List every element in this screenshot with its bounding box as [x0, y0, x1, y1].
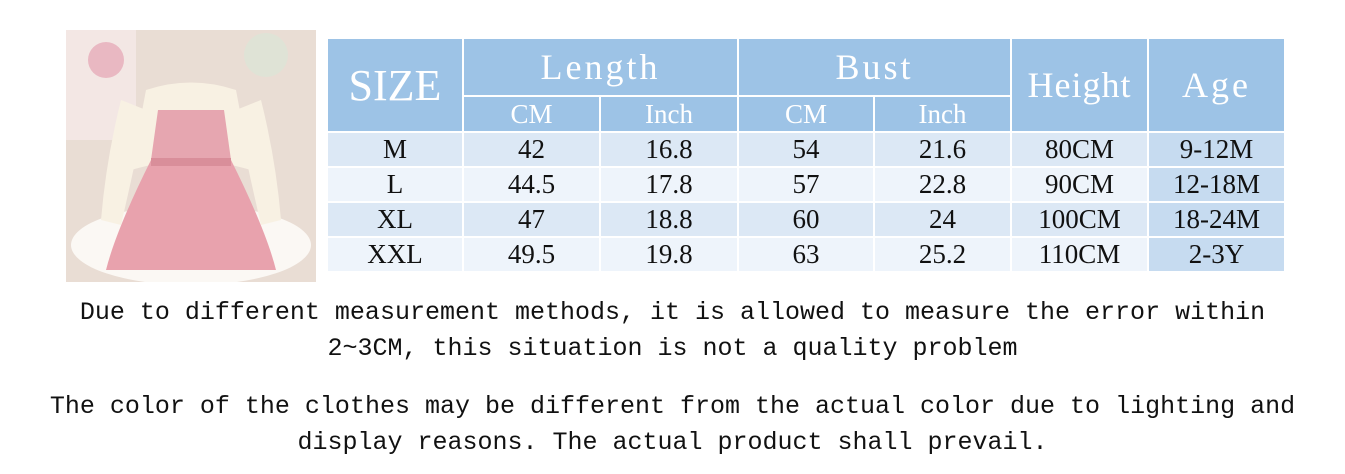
table-cell: 17.8 [599, 166, 739, 203]
table-cell: 57 [737, 166, 875, 203]
table-cell: 22.8 [873, 166, 1012, 203]
table-cell: 12-18M [1147, 166, 1286, 203]
table-cell: 42 [462, 131, 601, 168]
table-cell: 44.5 [462, 166, 601, 203]
table-cell: 2-3Y [1147, 236, 1286, 273]
table-cell: 18-24M [1147, 201, 1286, 238]
table-cell: 110CM [1010, 236, 1149, 273]
group-header: Bust [737, 37, 1012, 97]
table-cell: 60 [737, 201, 875, 238]
table-cell: 54 [737, 131, 875, 168]
table-cell: 80CM [1010, 131, 1149, 168]
note-line: display reasons. The actual product shal… [297, 428, 1048, 457]
sub-header: Inch [873, 95, 1012, 133]
table-cell: 100CM [1010, 201, 1149, 238]
sub-header: CM [462, 95, 601, 133]
product-photo [66, 30, 316, 282]
size-table: SIZE Length Bust Height Age CM Inch CM I… [326, 37, 1286, 273]
note-line: The color of the clothes may be differen… [49, 392, 1296, 421]
table-cell: 25.2 [873, 236, 1012, 273]
table-cell: 63 [737, 236, 875, 273]
table-cell: 19.8 [599, 236, 739, 273]
note: Due to different measurement methods, it… [0, 295, 1345, 367]
sub-header: CM [737, 95, 875, 133]
table-row: XL 47 18.8 60 24 100CM 18-24M [326, 201, 1286, 238]
table-cell: 16.8 [599, 131, 739, 168]
group-header: Age [1147, 37, 1286, 133]
table-cell: 18.8 [599, 201, 739, 238]
note-line: 2~3CM, this situation is not a quality p… [327, 334, 1018, 363]
table-cell: 49.5 [462, 236, 601, 273]
table-row: L 44.5 17.8 57 22.8 90CM 12-18M [326, 166, 1286, 203]
table-cell: 24 [873, 201, 1012, 238]
table-cell: 9-12M [1147, 131, 1286, 168]
table-cell: L [326, 166, 464, 203]
table-cell: M [326, 131, 464, 168]
sub-header: Inch [599, 95, 739, 133]
size-header: SIZE [326, 37, 464, 133]
group-header: Height [1010, 37, 1149, 133]
table-cell: 90CM [1010, 166, 1149, 203]
note: The color of the clothes may be differen… [0, 389, 1345, 461]
note-line: Due to different measurement methods, it… [79, 298, 1266, 327]
table-cell: 47 [462, 201, 601, 238]
group-header: Length [462, 37, 739, 97]
table-row: M 42 16.8 54 21.6 80CM 9-12M [326, 131, 1286, 168]
table-row: XXL 49.5 19.8 63 25.2 110CM 2-3Y [326, 236, 1286, 273]
table-cell: XXL [326, 236, 464, 273]
table-cell: XL [326, 201, 464, 238]
table-cell: 21.6 [873, 131, 1012, 168]
